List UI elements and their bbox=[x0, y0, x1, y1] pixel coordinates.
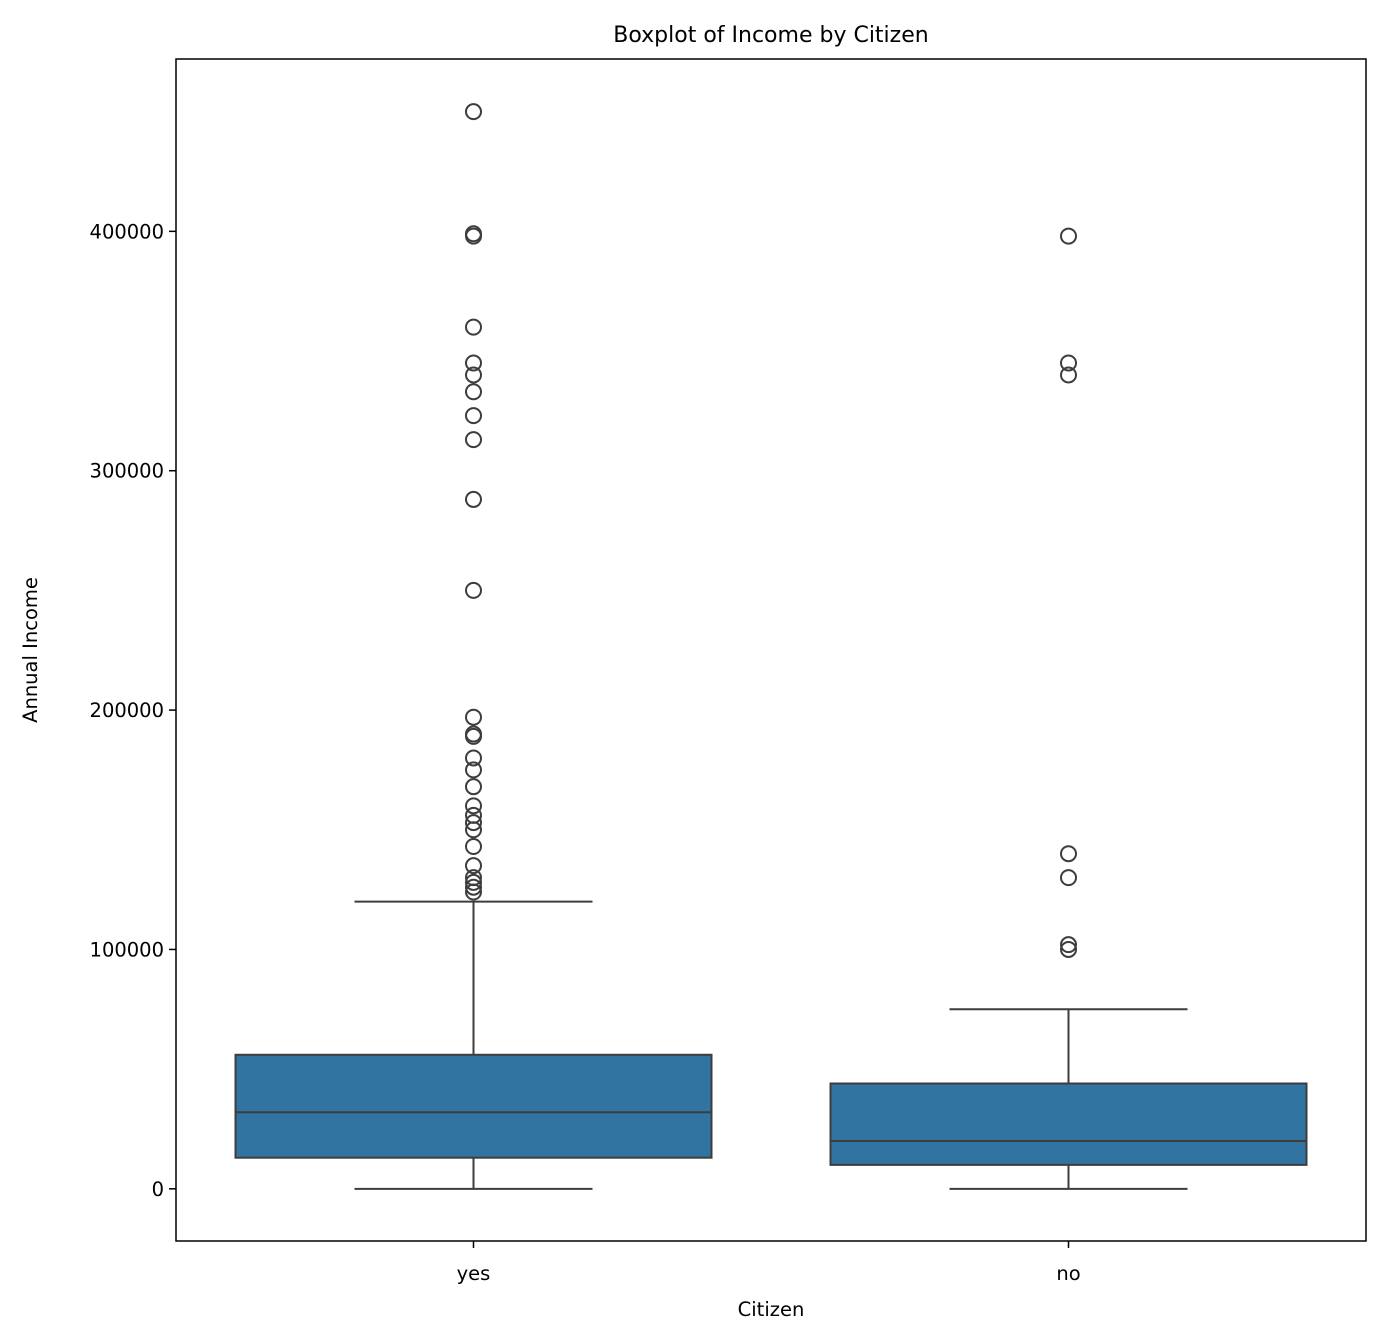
outlier-point bbox=[465, 383, 482, 401]
outlier-point bbox=[465, 431, 482, 449]
outlier-point bbox=[465, 749, 482, 767]
outlier-point bbox=[465, 103, 482, 121]
outlier-point bbox=[465, 407, 482, 425]
iqr-box bbox=[234, 1053, 713, 1159]
x-tick-label: no bbox=[1056, 1262, 1080, 1285]
y-tick-label: 200000 bbox=[90, 699, 164, 722]
chart-title: Boxplot of Income by Citizen bbox=[613, 23, 928, 48]
plot-frame bbox=[175, 58, 1367, 1242]
iqr-box bbox=[829, 1082, 1308, 1166]
y-tick-label: 300000 bbox=[90, 460, 164, 483]
y-tick-label: 0 bbox=[152, 1178, 164, 1201]
outlier-point bbox=[465, 581, 482, 599]
outlier-point bbox=[1060, 354, 1077, 372]
outlier-point bbox=[465, 878, 482, 896]
outlier-point bbox=[465, 354, 482, 372]
y-axis-label: Annual Income bbox=[19, 577, 42, 723]
outlier-point bbox=[465, 727, 482, 745]
outlier-point bbox=[1060, 845, 1077, 863]
x-axis-label: Citizen bbox=[738, 1298, 805, 1321]
outlier-point bbox=[1060, 366, 1077, 384]
outlier-point bbox=[1060, 936, 1077, 954]
outlier-point bbox=[465, 857, 482, 875]
x-tick-label: yes bbox=[457, 1262, 491, 1285]
box-group-yes bbox=[234, 103, 713, 1190]
y-tick-label: 400000 bbox=[90, 220, 164, 243]
y-axis: 0 100000 200000 300000 400000 bbox=[90, 220, 176, 1201]
outlier-point bbox=[465, 838, 482, 856]
outlier-point bbox=[465, 708, 482, 726]
outlier-point bbox=[1060, 940, 1077, 958]
outlier-point bbox=[465, 873, 482, 891]
outlier-point bbox=[465, 318, 482, 336]
outlier-point bbox=[465, 778, 482, 796]
outlier-point bbox=[1060, 869, 1077, 887]
outlier-point bbox=[465, 797, 482, 815]
outlier-point bbox=[465, 227, 482, 245]
outlier-point bbox=[465, 490, 482, 508]
plot-area bbox=[234, 103, 1308, 1190]
x-axis: yes no bbox=[457, 1241, 1081, 1285]
outlier-point bbox=[465, 761, 482, 779]
outlier-point bbox=[465, 883, 482, 901]
outlier-point bbox=[1060, 227, 1077, 245]
y-tick-label: 100000 bbox=[90, 938, 164, 961]
outlier-point bbox=[465, 821, 482, 839]
outlier-point bbox=[465, 366, 482, 384]
box-group-no bbox=[829, 227, 1308, 1190]
outlier-point bbox=[465, 814, 482, 832]
